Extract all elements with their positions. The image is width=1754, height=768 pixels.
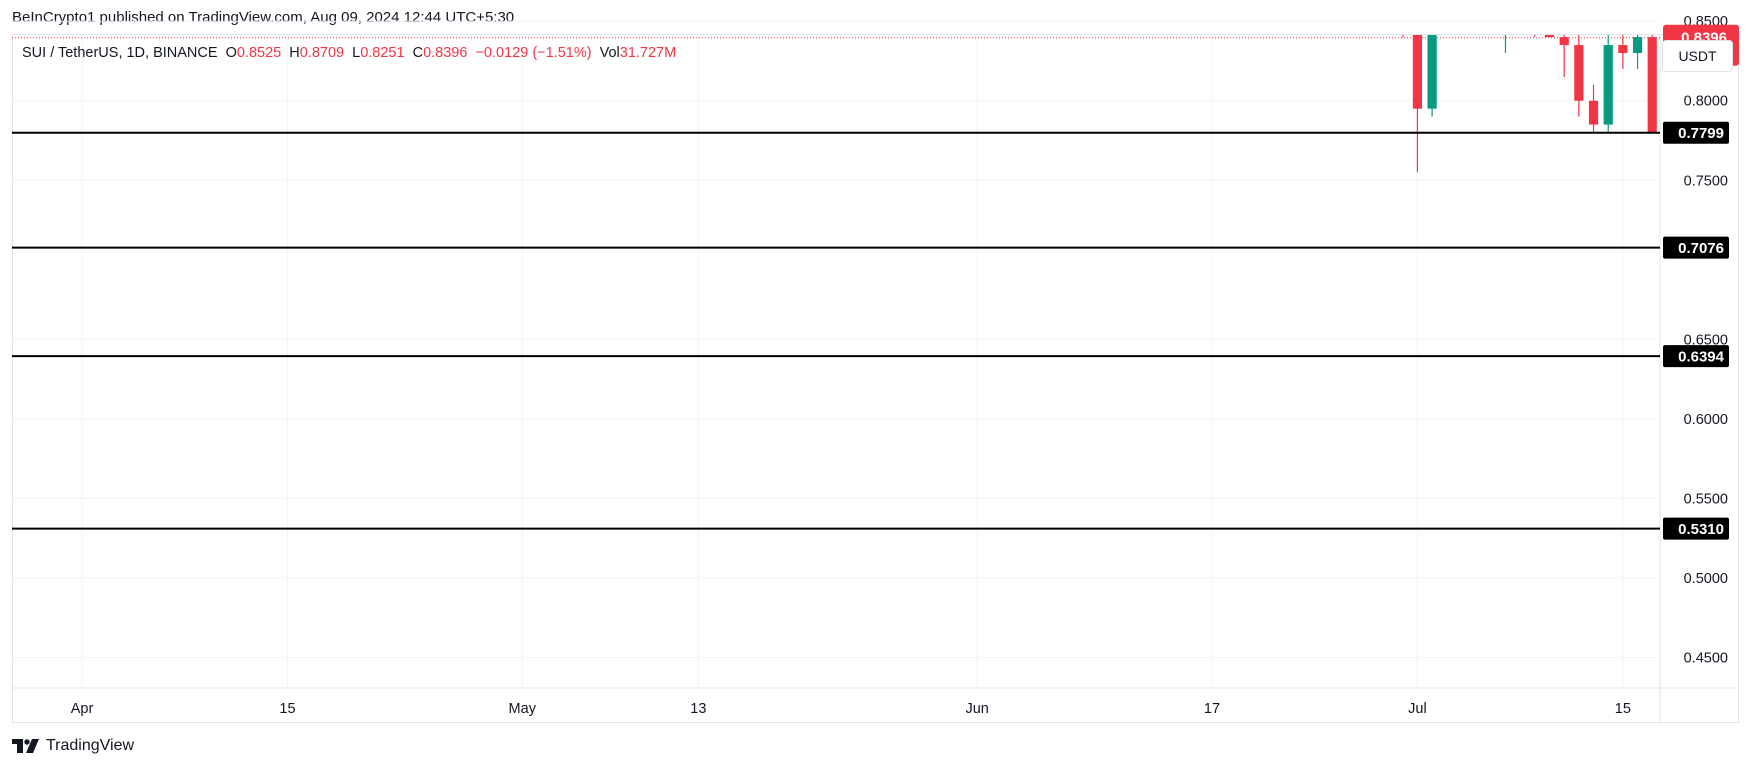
- close-value: 0.8396: [423, 45, 468, 61]
- candle-down[interactable]: [1574, 29, 1584, 117]
- brand-name: TradingView: [46, 737, 135, 754]
- x-tick-label: 17: [1204, 701, 1220, 717]
- low-value: 0.8251: [360, 45, 405, 61]
- level-badge-label: 0.5310: [1678, 521, 1724, 538]
- symbol-label: SUI / TetherUS, 1D, BINANCE: [22, 45, 218, 61]
- candle-body: [1603, 45, 1613, 125]
- x-tick-label: Jul: [1408, 701, 1427, 717]
- currency-button[interactable]: USDT: [1662, 40, 1733, 72]
- footer-brand[interactable]: TradingView: [12, 737, 134, 755]
- candle-down[interactable]: [1530, 0, 1539, 38]
- x-axis-ticks: Apr15May13Jun17Jul15Aug1222: [71, 701, 1631, 717]
- open-value: 0.8525: [236, 45, 282, 61]
- candle-up[interactable]: [1632, 29, 1643, 69]
- change-value: −0.0129 (−1.51%): [475, 45, 592, 61]
- candle-down[interactable]: [1647, 29, 1657, 133]
- tradingview-logo-icon: [12, 739, 39, 753]
- candle-body: [1574, 45, 1584, 101]
- candle-up[interactable]: [1750, 133, 1754, 244]
- close-label: C: [412, 45, 424, 61]
- candle-down[interactable]: [1618, 29, 1628, 69]
- high-value: 0.8709: [299, 45, 345, 61]
- candle-body: [1427, 35, 1437, 109]
- candle-down[interactable]: [1588, 84, 1599, 133]
- y-tick-label: 0.6000: [1684, 412, 1728, 428]
- y-tick-label: 0.7500: [1684, 173, 1728, 189]
- horizontal-levels[interactable]: [12, 0, 1660, 530]
- candle-body: [1559, 37, 1569, 46]
- x-tick-label: 15: [1615, 701, 1631, 717]
- level-badge-label: 0.7799: [1678, 125, 1724, 142]
- y-tick-label: 0.5500: [1684, 491, 1728, 507]
- volume-value: 31.727M: [619, 45, 677, 61]
- level-badge: [1663, 345, 1729, 368]
- candle-up[interactable]: [1736, 228, 1745, 331]
- chart-frame: [12, 34, 1739, 723]
- level-badge: [1663, 236, 1729, 259]
- x-tick-label: 13: [690, 701, 706, 717]
- candle-body: [1442, 0, 1451, 5]
- y-tick-label: 0.4500: [1684, 650, 1728, 666]
- ohlc-legend: SUI / TetherUS, 1D, BINANCE O0.8525 H0.8…: [22, 45, 676, 61]
- candle-up[interactable]: [1457, 0, 1466, 5]
- candle-up[interactable]: [1442, 0, 1451, 29]
- x-tick-label: Jun: [965, 701, 988, 717]
- x-tick-label: Apr: [71, 701, 94, 717]
- y-tick-label: 0.5000: [1684, 571, 1728, 587]
- candle-up[interactable]: [1603, 21, 1613, 133]
- volume-label: Vol: [599, 45, 620, 61]
- candle-body: [1412, 35, 1423, 109]
- low-label: L: [352, 45, 361, 61]
- candle-up[interactable]: [1427, 0, 1437, 117]
- y-tick-label: 0.8000: [1684, 94, 1728, 110]
- level-badge-label: 0.6394: [1678, 349, 1725, 366]
- candles: [1398, 0, 1754, 331]
- grid-lines: [12, 20, 1660, 688]
- candle-body: [1588, 100, 1599, 125]
- y-axis-ticks: 1.20001.15001.10001.00000.95000.85000.80…: [1684, 14, 1728, 666]
- level-badge: [1663, 121, 1729, 144]
- y-tick-label: 0.6500: [1684, 332, 1728, 348]
- candle-down[interactable]: [1662, 125, 1671, 300]
- publish-info: BeInCrypto1 published on TradingView.com…: [12, 9, 515, 26]
- candle-body: [1618, 45, 1628, 54]
- candle-body: [1544, 35, 1555, 38]
- candle-down[interactable]: [1544, 0, 1555, 38]
- level-badge: [1663, 517, 1729, 540]
- level-badge-label: 0.7076: [1678, 240, 1724, 257]
- candle-body: [1736, 236, 1745, 316]
- x-tick-label: 15: [279, 701, 295, 717]
- candle-down[interactable]: [1559, 21, 1569, 77]
- candle-body: [1647, 37, 1657, 133]
- candle-down[interactable]: [1398, 0, 1407, 38]
- high-label: H: [289, 45, 300, 61]
- candle-body: [1632, 37, 1643, 54]
- candle-down[interactable]: [1412, 0, 1423, 173]
- candle-body: [1750, 172, 1754, 228]
- candle-up[interactable]: [1501, 0, 1510, 54]
- x-tick-label: May: [509, 701, 537, 717]
- open-label: O: [225, 45, 237, 61]
